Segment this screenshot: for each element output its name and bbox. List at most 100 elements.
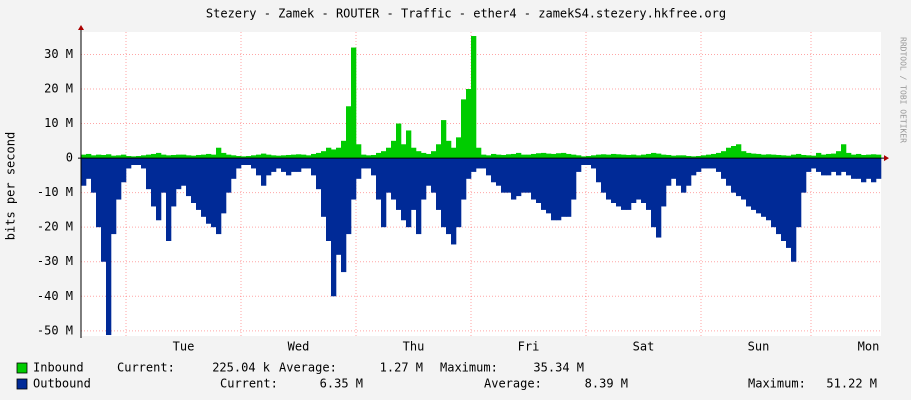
area-segment (456, 137, 462, 159)
area-segment (651, 158, 657, 228)
area-segment (346, 158, 352, 235)
area-segment (671, 158, 677, 179)
legend-stat-label: Maximum: (748, 377, 806, 391)
area-segment (411, 158, 417, 210)
area-segment (206, 158, 212, 224)
area-segment (281, 158, 287, 172)
area-segment (481, 158, 487, 169)
area-segment (446, 158, 452, 235)
legend-stat-label: Current: (220, 377, 278, 391)
area-segment (661, 154, 667, 159)
area-segment (226, 158, 232, 193)
area-segment (766, 154, 772, 159)
legend-stat-value: 8.39 M (585, 377, 628, 391)
area-segment (746, 158, 752, 207)
area-segment (806, 158, 812, 172)
area-segment (416, 158, 422, 235)
area-segment (726, 147, 732, 159)
area-segment (261, 158, 267, 186)
area-segment (666, 154, 672, 159)
area-segment (131, 158, 137, 165)
area-segment (811, 155, 817, 159)
area-segment (591, 158, 597, 169)
area-segment (761, 154, 767, 159)
area-segment (341, 158, 347, 273)
area-segment (486, 158, 492, 176)
x-tick-label: Sun (748, 340, 770, 354)
area-segment (131, 156, 137, 159)
area-segment (211, 154, 217, 159)
area-segment (846, 158, 852, 176)
area-segment (576, 158, 582, 172)
area-segment (121, 158, 127, 183)
area-segment (151, 153, 157, 159)
area-segment (211, 158, 217, 228)
area-segment (796, 153, 802, 159)
area-segment (646, 153, 652, 159)
area-segment (641, 158, 647, 203)
area-segment (841, 144, 847, 159)
x-tick-label: Wed (288, 340, 310, 354)
area-segment (856, 158, 862, 179)
area-segment (641, 154, 647, 159)
area-segment (461, 99, 467, 159)
area-segment (331, 158, 337, 297)
area-segment (386, 147, 392, 159)
area-segment (666, 158, 672, 186)
area-segment (526, 158, 532, 193)
legend-stat-label: Current: (117, 361, 175, 375)
area-segment (701, 155, 707, 159)
area-segment (266, 154, 272, 159)
area-segment (141, 155, 147, 159)
area-segment (341, 140, 347, 159)
area-segment (686, 156, 692, 159)
area-segment (176, 154, 182, 159)
area-segment (796, 158, 802, 228)
legend-stat-value: 6.35 M (320, 377, 363, 391)
area-segment (251, 158, 257, 169)
area-segment (181, 154, 187, 159)
area-segment (801, 154, 807, 159)
legend-label: Inbound (33, 361, 84, 375)
area-segment (811, 158, 817, 169)
area-segment (436, 158, 442, 210)
area-segment (586, 158, 592, 165)
area-segment (876, 158, 882, 179)
area-segment (521, 154, 527, 159)
area-segment (356, 158, 362, 179)
area-segment (656, 158, 662, 238)
area-segment (631, 154, 637, 159)
legend-stat-label: Average: (279, 361, 337, 375)
area-segment (776, 154, 782, 159)
area-segment (626, 158, 632, 210)
area-segment (721, 151, 727, 159)
area-segment (111, 155, 117, 159)
area-segment (91, 155, 97, 159)
area-segment (106, 158, 112, 336)
area-segment (441, 158, 447, 228)
area-segment (221, 158, 227, 214)
area-segment (471, 36, 477, 159)
area-segment (311, 153, 317, 159)
area-segment (316, 152, 322, 159)
area-segment (226, 154, 232, 159)
area-segment (671, 155, 677, 159)
area-segment (746, 152, 752, 159)
area-segment (596, 158, 602, 183)
area-segment (311, 158, 317, 176)
area-segment (456, 158, 462, 228)
area-segment (571, 154, 577, 159)
area-segment (416, 151, 422, 159)
area-segment (281, 155, 287, 159)
area-segment (476, 158, 482, 169)
area-segment (181, 158, 187, 186)
area-segment (846, 152, 852, 159)
area-segment (821, 158, 827, 176)
area-segment (496, 154, 502, 159)
area-segment (246, 158, 252, 165)
area-segment (171, 154, 177, 159)
area-segment (731, 146, 737, 159)
area-segment (436, 144, 442, 159)
y-axis-arrow (78, 25, 84, 30)
